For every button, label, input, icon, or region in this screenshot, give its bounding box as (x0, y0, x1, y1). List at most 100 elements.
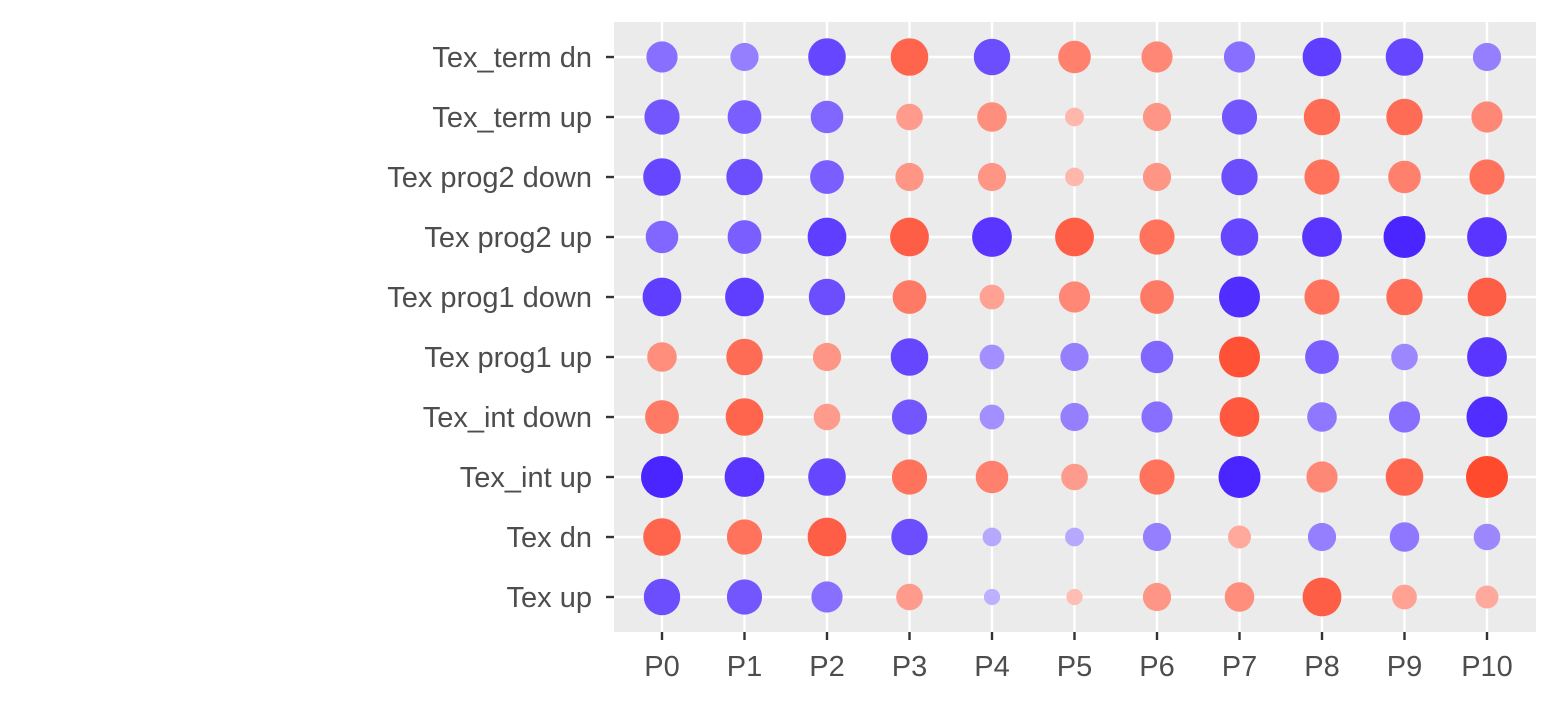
data-dot (1220, 218, 1259, 256)
x-tick-label: P9 (1387, 651, 1422, 683)
data-dot (643, 518, 681, 556)
x-tick-label: P3 (892, 651, 927, 683)
data-dot (979, 404, 1005, 430)
data-dot (726, 158, 763, 196)
data-dot (1219, 397, 1260, 437)
data-dot (1469, 159, 1505, 195)
data-dot (896, 103, 923, 131)
data-dot (1467, 337, 1507, 377)
x-tick-label: P5 (1057, 651, 1092, 683)
data-dot (1386, 278, 1423, 316)
data-dot (1385, 458, 1424, 496)
data-dot (808, 278, 846, 316)
x-tick-label: P2 (809, 651, 844, 683)
data-dot (1307, 522, 1337, 552)
data-dot (975, 460, 1009, 494)
data-dot (1466, 396, 1508, 438)
data-dot (983, 588, 1001, 606)
data-dot (1065, 167, 1084, 187)
data-dot (977, 102, 1007, 132)
x-tick-label: P6 (1139, 651, 1174, 683)
data-dot (1467, 277, 1507, 317)
data-dot (1219, 336, 1260, 378)
data-dot (1065, 107, 1084, 127)
data-dot (1302, 217, 1342, 257)
data-dot (1306, 461, 1338, 493)
data-dot (979, 344, 1005, 370)
y-tick-label: Tex_term up (432, 102, 592, 134)
y-tick-label: Tex_int up (460, 462, 592, 494)
data-dot (891, 518, 928, 556)
data-dot (1466, 456, 1508, 498)
data-dot (1307, 402, 1337, 432)
data-dot (1302, 577, 1342, 617)
data-dot (1139, 219, 1175, 255)
y-tick-label: Tex prog2 down (387, 162, 592, 194)
data-dot (1386, 98, 1423, 136)
data-dot (1467, 217, 1507, 257)
axes: P0 P1 P2 P3 P4 P5 P6 P7 P8 P9 P10 Tex up Tex dn Tex_i… (387, 42, 1513, 683)
data-dots (641, 37, 1508, 617)
data-dot (1142, 162, 1172, 192)
data-dot (1058, 281, 1091, 313)
x-tick-label: P7 (1222, 651, 1257, 683)
data-dot (1141, 401, 1173, 433)
y-tick-label: Tex up (507, 582, 592, 614)
data-dot (641, 456, 683, 498)
data-dot (1058, 40, 1091, 74)
data-dot (1473, 523, 1501, 551)
data-dot (1142, 582, 1172, 612)
data-dot (1224, 582, 1255, 612)
data-dot (1141, 41, 1173, 73)
data-dot (725, 398, 764, 436)
x-tick-label: P8 (1304, 651, 1339, 683)
data-dot (977, 162, 1007, 192)
data-dot (892, 280, 927, 314)
data-dot (725, 277, 764, 317)
data-dot (726, 519, 763, 555)
data-dot (896, 583, 923, 611)
y-tick-label: Tex prog1 up (424, 342, 592, 374)
data-dot (1472, 42, 1502, 72)
data-dot (972, 217, 1012, 257)
data-dot (724, 457, 765, 497)
x-tick-label: P4 (974, 651, 1009, 683)
data-dot (982, 527, 1002, 547)
data-dot (1218, 456, 1261, 498)
data-dot (1388, 401, 1421, 433)
data-dot (1139, 459, 1175, 495)
data-dot (890, 38, 929, 76)
data-dot (1383, 216, 1426, 258)
data-dot (730, 42, 759, 72)
data-dot (1475, 585, 1499, 609)
data-dot (1140, 280, 1174, 314)
data-dot (1140, 340, 1174, 374)
data-dot (646, 41, 678, 73)
data-dot (643, 158, 681, 196)
data-dot (1142, 522, 1172, 552)
data-dot (890, 217, 929, 257)
data-dot (891, 459, 928, 495)
data-dot (1221, 99, 1258, 135)
y-tick-label: Tex_term dn (432, 42, 592, 74)
x-tick-label: P10 (1461, 651, 1513, 683)
data-dot (1065, 527, 1084, 547)
data-dot (1388, 160, 1421, 194)
y-tick-label: Tex prog2 up (424, 222, 592, 254)
data-dot (890, 338, 929, 376)
x-tick-label: P1 (727, 651, 762, 683)
data-dot (895, 162, 924, 192)
data-dot (810, 100, 844, 134)
data-dot (647, 342, 677, 372)
data-dot (1060, 402, 1089, 432)
data-dot (645, 400, 679, 434)
data-dot (1055, 217, 1094, 257)
data-dot (1392, 584, 1417, 610)
data-dot (1142, 102, 1172, 132)
data-dot (808, 458, 846, 496)
data-dot (973, 38, 1011, 76)
y-tick-label: Tex prog1 down (387, 282, 592, 314)
x-tick-label: P0 (644, 651, 679, 683)
data-dot (813, 403, 841, 431)
